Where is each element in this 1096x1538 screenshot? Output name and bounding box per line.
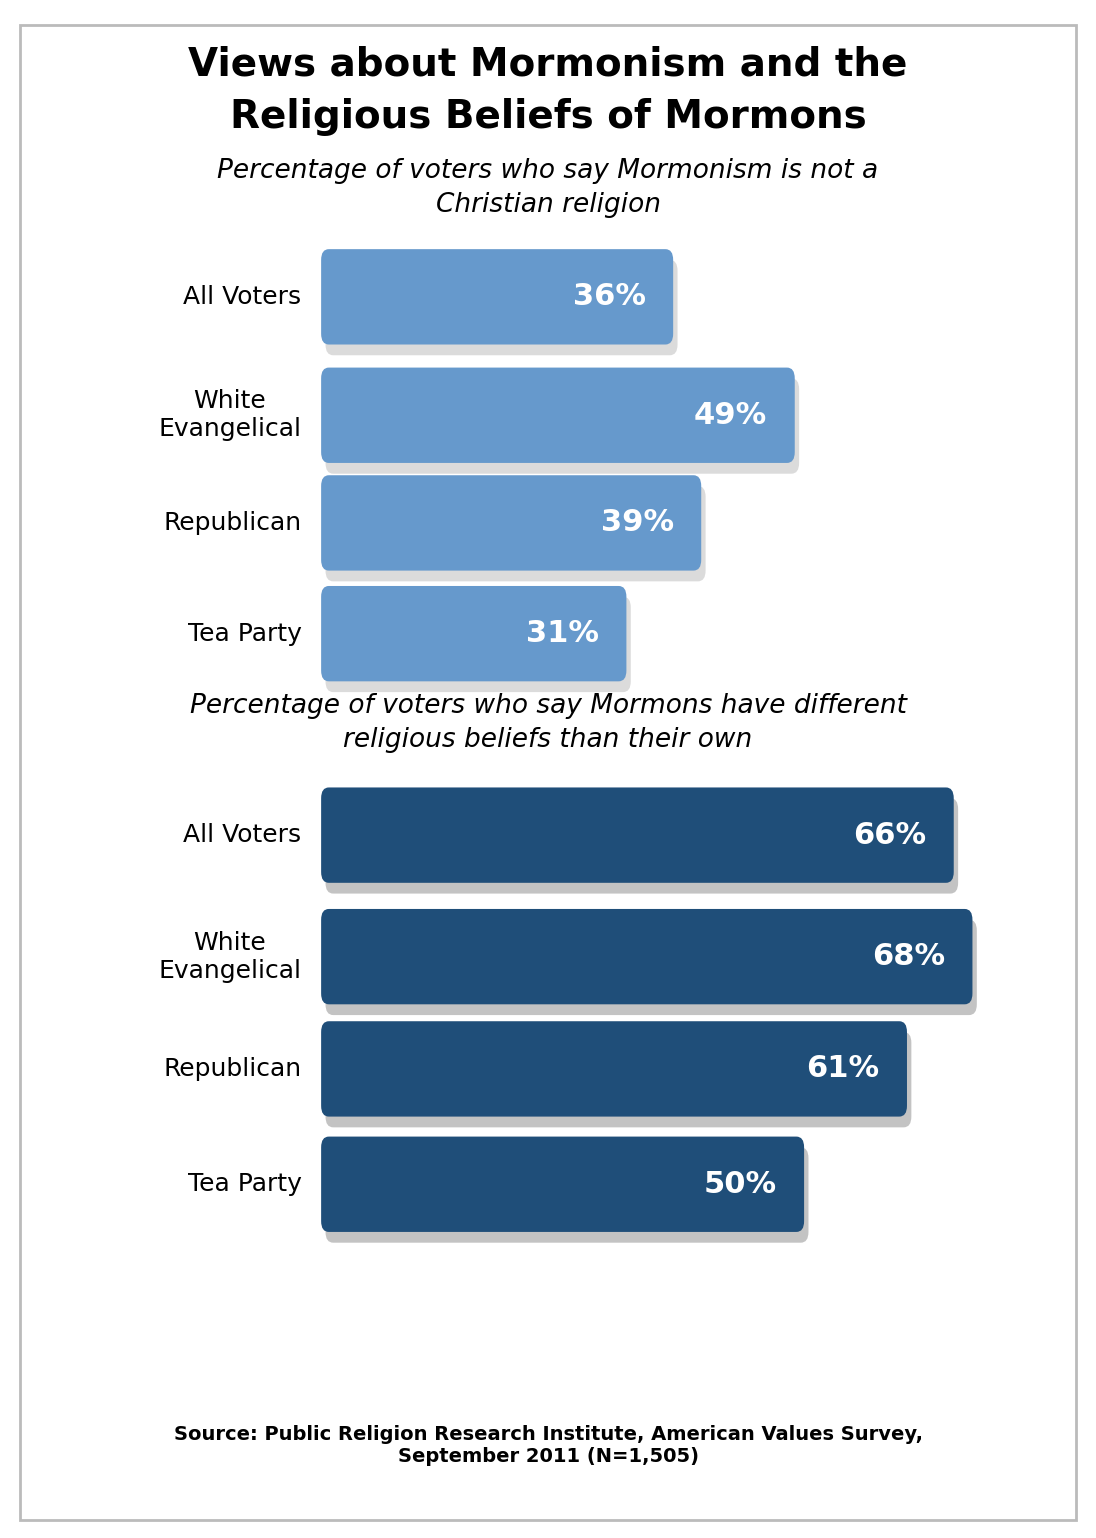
FancyBboxPatch shape: [326, 1032, 912, 1127]
Text: Percentage of voters who say Mormons have different
religious beliefs than their: Percentage of voters who say Mormons hav…: [190, 692, 906, 754]
Text: 50%: 50%: [704, 1170, 777, 1198]
FancyBboxPatch shape: [321, 249, 673, 345]
FancyBboxPatch shape: [326, 920, 977, 1015]
FancyBboxPatch shape: [326, 260, 677, 355]
FancyBboxPatch shape: [326, 1147, 809, 1243]
Text: 66%: 66%: [853, 821, 926, 849]
Text: 68%: 68%: [872, 943, 945, 970]
Text: Tea Party: Tea Party: [187, 1172, 301, 1197]
Text: 36%: 36%: [573, 283, 646, 311]
Text: Source: Public Religion Research Institute, American Values Survey,
September 20: Source: Public Religion Research Institu…: [173, 1426, 923, 1466]
Text: White
Evangelical: White Evangelical: [159, 389, 301, 441]
Text: 49%: 49%: [694, 401, 767, 429]
FancyBboxPatch shape: [321, 586, 627, 681]
FancyBboxPatch shape: [321, 1137, 804, 1232]
FancyBboxPatch shape: [321, 1021, 907, 1117]
FancyBboxPatch shape: [326, 597, 631, 692]
Text: Religious Beliefs of Mormons: Religious Beliefs of Mormons: [230, 98, 866, 135]
FancyBboxPatch shape: [326, 486, 706, 581]
FancyBboxPatch shape: [321, 787, 954, 883]
Text: Percentage of voters who say Mormonism is not a
Christian religion: Percentage of voters who say Mormonism i…: [217, 157, 879, 218]
Text: Republican: Republican: [163, 511, 301, 535]
FancyBboxPatch shape: [321, 475, 701, 571]
Text: 31%: 31%: [526, 620, 600, 647]
Text: 39%: 39%: [601, 509, 674, 537]
FancyBboxPatch shape: [326, 378, 799, 474]
Text: Tea Party: Tea Party: [187, 621, 301, 646]
FancyBboxPatch shape: [326, 798, 958, 894]
Text: All Voters: All Voters: [183, 285, 301, 309]
FancyBboxPatch shape: [321, 368, 795, 463]
Text: 61%: 61%: [807, 1055, 880, 1083]
FancyBboxPatch shape: [321, 909, 972, 1004]
Text: White
Evangelical: White Evangelical: [159, 930, 301, 983]
Text: Views about Mormonism and the: Views about Mormonism and the: [189, 46, 907, 83]
Text: Republican: Republican: [163, 1057, 301, 1081]
Text: All Voters: All Voters: [183, 823, 301, 847]
